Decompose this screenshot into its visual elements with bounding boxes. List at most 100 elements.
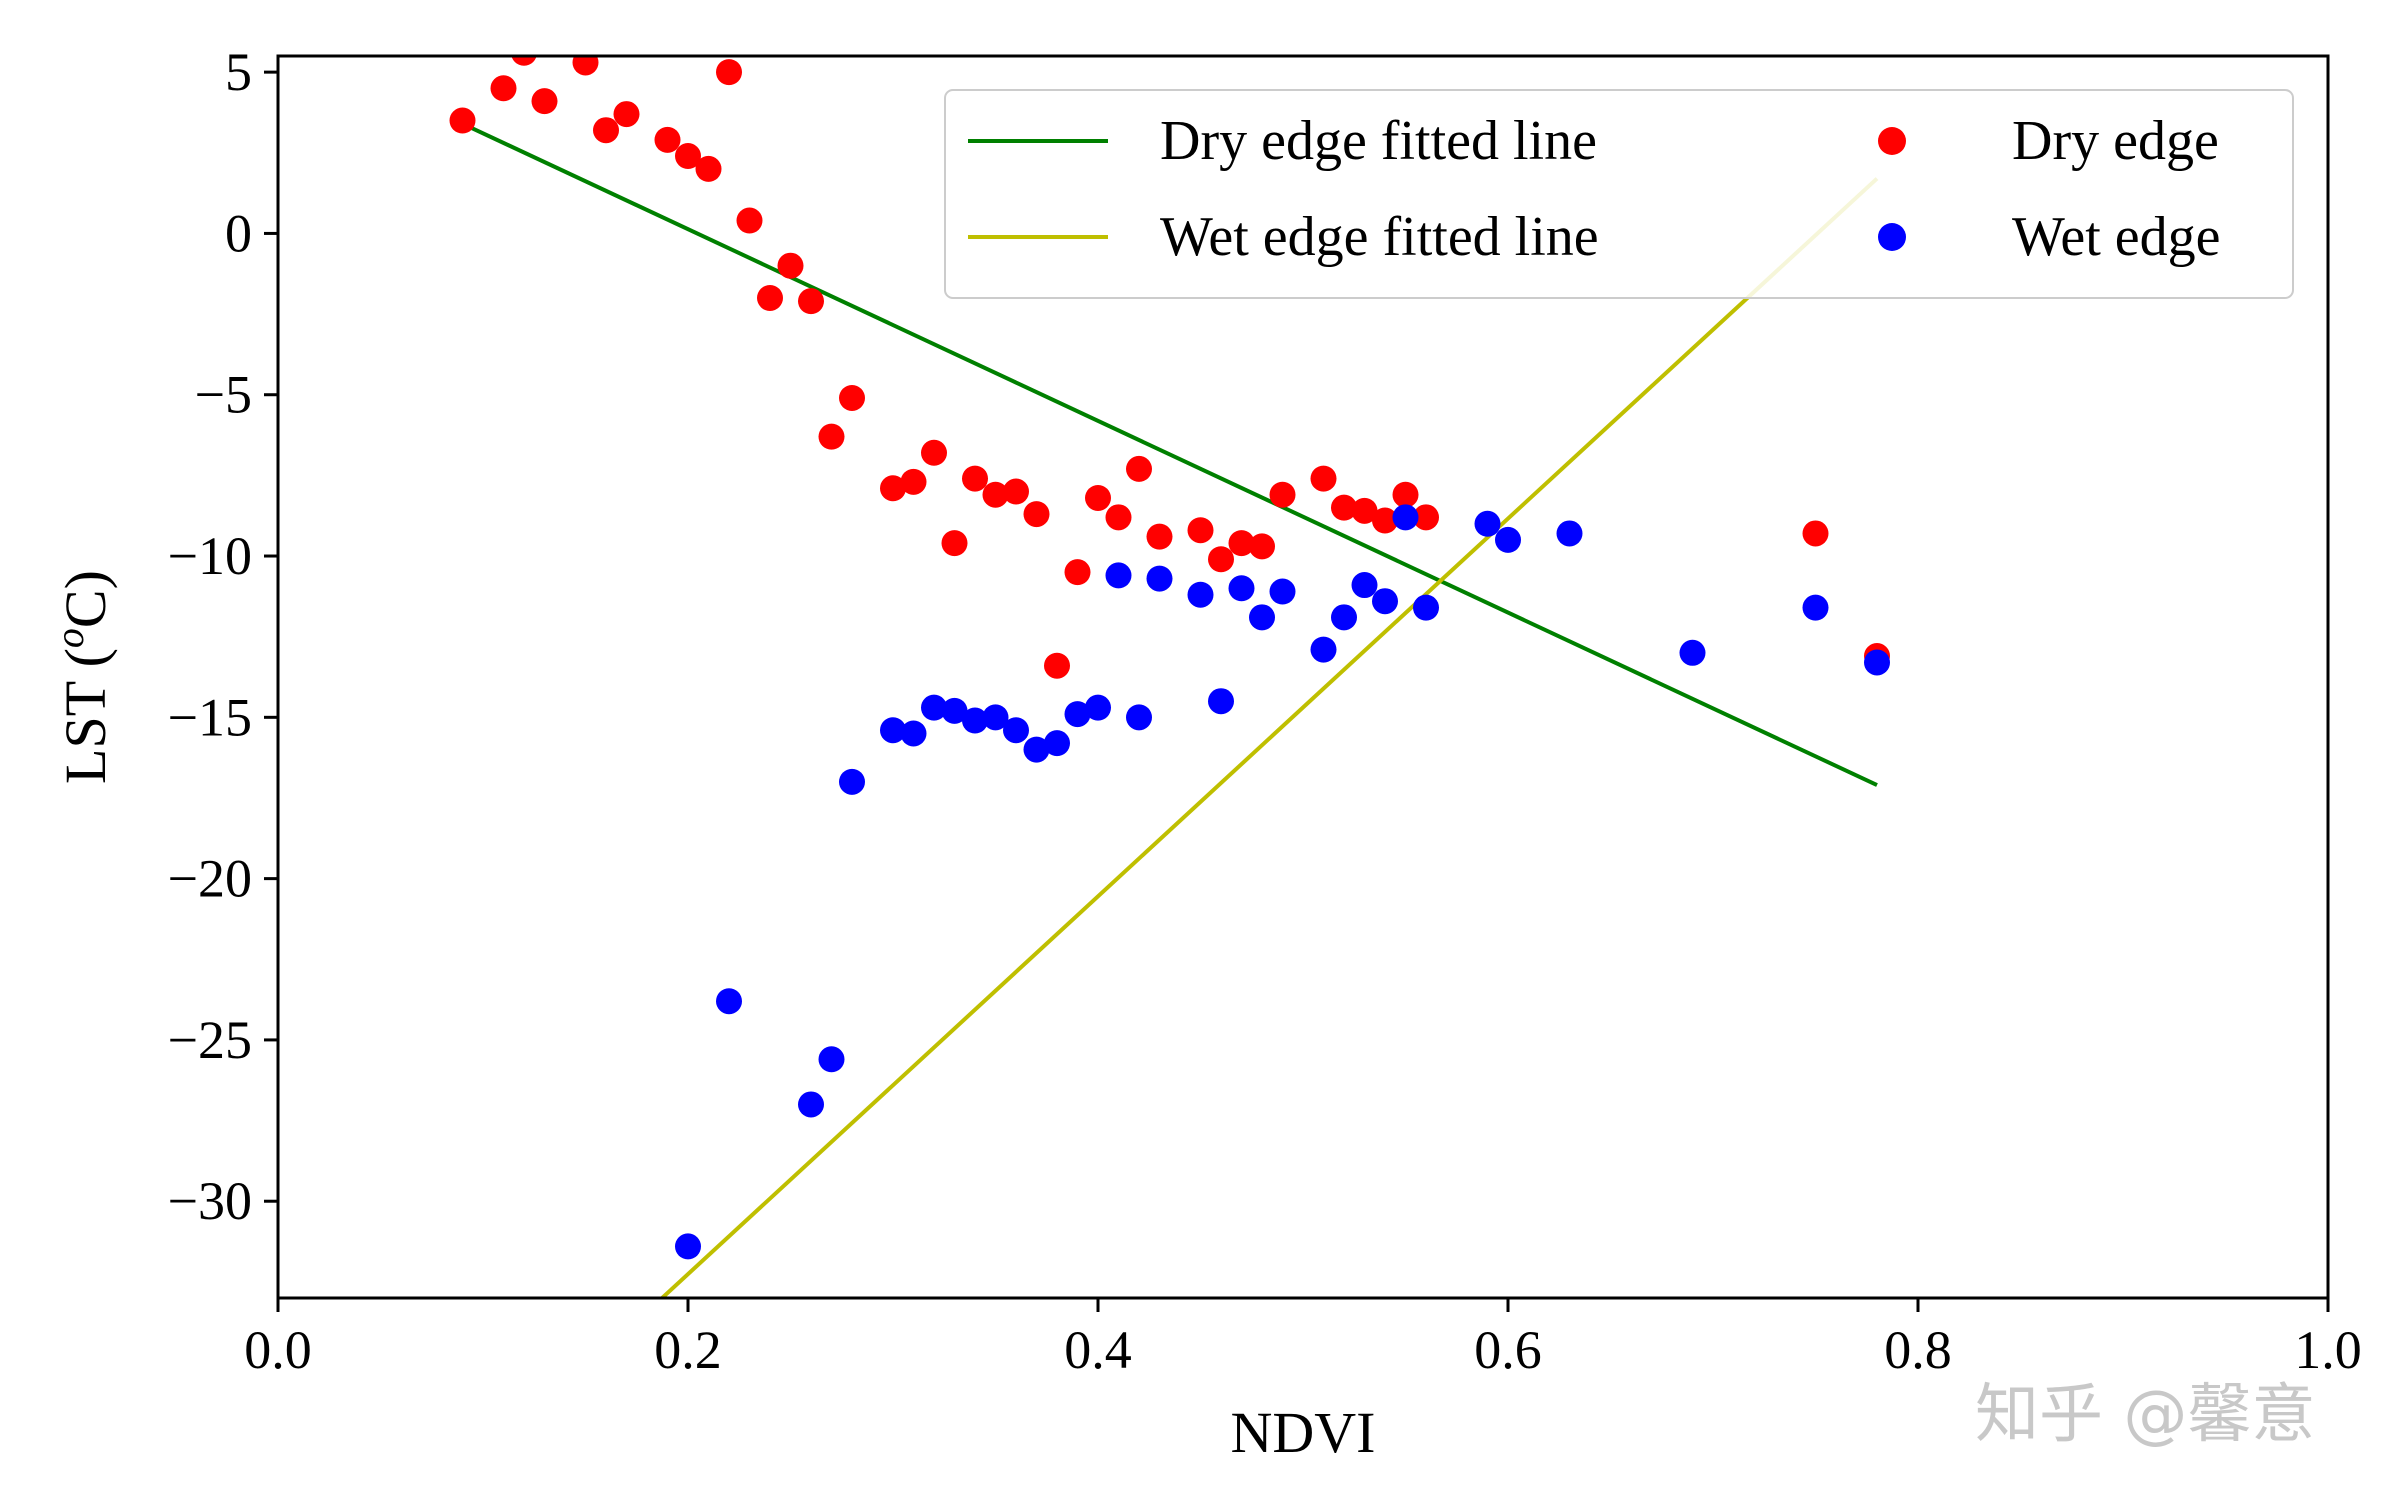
y-tick-label: −5	[195, 365, 252, 425]
wet-edge-point	[1044, 730, 1070, 757]
dry-edge-point	[1146, 523, 1173, 550]
dry-edge-point	[818, 423, 845, 450]
wet-edge-point	[1003, 717, 1029, 744]
x-tick-label: 0.6	[1474, 1320, 1542, 1380]
dry-edge-point	[880, 475, 906, 502]
dry-edge-point	[1044, 652, 1070, 679]
y-axis-title-superscript: o	[47, 628, 92, 648]
wet-edge-point	[1392, 504, 1419, 531]
legend-box	[944, 89, 2294, 299]
dry-edge-point	[490, 75, 517, 102]
wet-edge-point	[1802, 594, 1829, 621]
wet-edge-point	[1228, 575, 1255, 602]
wet-edge-point	[1085, 694, 1111, 721]
wet-edge-point	[1023, 736, 1050, 763]
x-tick-label: 0.2	[654, 1320, 722, 1380]
dry-edge-point	[798, 288, 824, 315]
wet-edge-point	[1331, 604, 1357, 631]
x-tick-label: 0.0	[244, 1320, 312, 1380]
dry-edge-point	[1105, 504, 1132, 531]
wet-edge-point	[921, 694, 947, 721]
x-axis-title: NDVI	[1231, 1400, 1376, 1465]
y-tick-label: 0	[225, 203, 252, 263]
legend-dry-edge-swatch	[1878, 127, 1906, 155]
dry-edge-point	[962, 465, 988, 492]
dry-edge-point	[511, 56, 537, 66]
dry-edge-point	[777, 252, 804, 279]
wet-edge-point	[1679, 639, 1706, 666]
dry-edge-point	[593, 117, 619, 144]
wet-edge-point	[1187, 581, 1214, 608]
dry-edge-point	[572, 56, 599, 76]
x-tick-label: 0.4	[1064, 1320, 1132, 1380]
wet-edge-point	[1556, 520, 1583, 547]
dry-edge-point	[695, 155, 722, 182]
legend-wet-edge-swatch	[1878, 223, 1906, 251]
wet-edge-fitted-line	[659, 177, 1879, 1298]
y-axis-title: LST (oC)	[47, 570, 119, 784]
dry-edge-point	[736, 207, 763, 234]
wet-edge-point	[1310, 636, 1337, 663]
wet-edge-point	[716, 988, 742, 1015]
plot-frame	[276, 54, 2330, 1300]
dry-edge-point	[1269, 481, 1296, 508]
dry-edge-point	[1003, 478, 1029, 505]
wet-edge-point	[1146, 565, 1173, 592]
wet-edge-point	[982, 704, 1009, 731]
dry-edge-point	[1208, 546, 1234, 573]
dry-edge-point	[757, 284, 783, 311]
wet-edge-point	[962, 707, 988, 734]
y-tick-label: −20	[168, 849, 252, 909]
wet-edge-point	[941, 697, 968, 724]
dry-edge-point	[1372, 507, 1398, 534]
wet-edge-point	[1351, 572, 1378, 599]
series-layer	[449, 56, 1890, 1298]
wet-edge-point	[1126, 704, 1152, 731]
wet-edge-point	[675, 1233, 701, 1260]
wet-edge-point	[1474, 510, 1501, 537]
wet-edge-point	[1064, 701, 1091, 728]
dry-edge-point	[1249, 533, 1275, 560]
wet-edge-point	[1372, 588, 1398, 615]
x-tick-label: 1.0	[2294, 1320, 2362, 1380]
dry-edge-point	[449, 107, 476, 134]
y-axis-ticks: 5 0 −5 −10 −15 −20 −25 −30	[168, 42, 278, 1231]
wet-edge-point	[1864, 649, 1890, 676]
legend-wet-edge-fitted-line-label: Wet edge fitted line	[1160, 206, 1599, 268]
dry-edge-point	[716, 59, 742, 86]
wet-edge-point	[1249, 604, 1275, 631]
dry-edge-point	[1392, 481, 1419, 508]
dry-edge-point	[1064, 559, 1091, 586]
dry-edge-point	[1331, 494, 1357, 521]
wet-edge-point	[1105, 562, 1132, 589]
wet-edge-point	[880, 717, 906, 744]
wet-edge-point	[1269, 578, 1296, 605]
dry-edge-point	[1085, 484, 1111, 511]
wet-edge-point	[798, 1091, 824, 1118]
dry-edge-point	[1802, 520, 1829, 547]
legend-dry-edge-label: Dry edge	[2012, 110, 2219, 172]
dry-edge-point	[839, 384, 865, 411]
y-tick-label: −10	[168, 526, 252, 586]
dry-edge-point	[654, 126, 681, 153]
dry-edge-point	[675, 143, 701, 170]
dry-edge-point	[1126, 455, 1152, 482]
dry-edge-point	[531, 88, 558, 115]
dry-edge-point	[1023, 501, 1050, 528]
dry-edge-point	[1413, 504, 1439, 531]
legend-dry-edge-fitted-line-label: Dry edge fitted line	[1160, 110, 1597, 172]
y-axis-title-prefix: LST (	[53, 648, 118, 784]
dry-edge-point	[941, 530, 968, 557]
wet-edge-point	[818, 1046, 845, 1073]
y-axis-title-unit: C)	[53, 570, 118, 628]
wet-edge-point	[839, 768, 865, 795]
dry-edge-point	[1228, 530, 1255, 557]
wet-edge-point	[1208, 688, 1234, 715]
legend: Dry edge fitted line Wet edge fitted line…	[944, 89, 2294, 299]
x-tick-label: 0.8	[1884, 1320, 1952, 1380]
wet-edge-point	[900, 720, 927, 747]
dry-edge-point	[900, 468, 927, 495]
dry-edge-point	[982, 481, 1009, 508]
legend-wet-edge-label: Wet edge	[2012, 206, 2221, 268]
